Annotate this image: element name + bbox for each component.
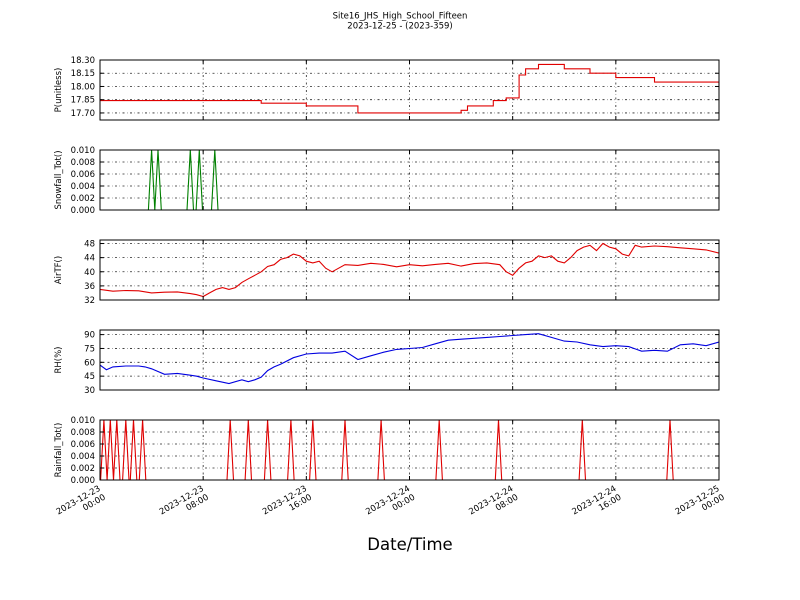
y-axis-label: Snowfall_Tot(): [54, 150, 64, 209]
y-tick-label: 40: [84, 268, 95, 278]
chart-panels: 18.30 18.15 18.00 17.85 17.70 P(unitless) 0.01…: [54, 56, 720, 486]
x-tick-label: 2023-12-2400:00: [364, 484, 417, 526]
y-tick-label: 0.004: [71, 452, 95, 462]
y-tick-label: 0.002: [71, 194, 95, 204]
y-axis-label: RH(%): [54, 346, 64, 373]
chart-panel: 48 44 40 36 32 AirTF(): [54, 239, 720, 306]
chart-panel: 18.30 18.15 18.00 17.85 17.70 P(unitless): [54, 56, 720, 121]
y-tick-label: 0.008: [71, 158, 95, 168]
y-tick-label: 18.00: [71, 82, 95, 92]
y-tick-label: 90: [84, 331, 95, 341]
y-tick-label: 45: [84, 372, 95, 382]
y-tick-label: 32: [84, 296, 95, 306]
x-tick-label: 2023-12-2316:00: [261, 484, 314, 526]
y-tick-label: 48: [84, 240, 95, 250]
y-tick-label: 18.30: [71, 56, 95, 66]
y-tick-label: 0.002: [71, 464, 95, 474]
y-tick-label: 0.004: [71, 182, 95, 192]
y-axis-label: P(unitless): [54, 68, 64, 113]
series-line: [100, 333, 719, 385]
chart-title-line2: 2023-12-25 - (2023-359): [347, 22, 452, 32]
y-tick-label: 44: [84, 254, 95, 264]
y-tick-label: 0.008: [71, 428, 95, 438]
x-tick-label: 2023-12-2500:00: [674, 484, 727, 526]
y-tick-label: 18.15: [71, 69, 95, 79]
y-tick-label: 0.010: [71, 416, 95, 426]
chart-panel: 90 75 60 45 30 RH(%): [54, 329, 720, 396]
chart-title-line1: Site16_JHS_High_School_Fifteen: [333, 12, 468, 22]
y-tick-label: 36: [84, 282, 95, 292]
y-axis-label: Rainfall_Tot(): [54, 423, 64, 478]
series-line: [100, 63, 719, 114]
x-tick-label: 2023-12-2300:00: [55, 484, 108, 526]
y-tick-label: 60: [84, 358, 95, 368]
chart-panel: 0.010 0.008 0.006 0.004 0.002 0.000 Snowfall_T…: [54, 146, 720, 216]
y-tick-label: 17.85: [71, 96, 95, 106]
y-tick-label: 0.000: [71, 206, 95, 216]
y-tick-label: 75: [84, 344, 95, 354]
series-line: [100, 150, 719, 210]
y-tick-label: 0.006: [71, 440, 95, 450]
y-tick-label: 30: [84, 386, 95, 396]
series-line: [100, 242, 719, 298]
chart-panel: 0.010 0.008 0.006 0.004 0.002 0.000 Rainfall_T…: [54, 416, 720, 486]
x-tick-label: 2023-12-2408:00: [467, 484, 520, 526]
series-line: [100, 420, 719, 480]
y-tick-label: 0.000: [71, 476, 95, 486]
x-axis-ticks: 2023-12-2300:00 2023-12-2308:00 2023-12-23…: [55, 484, 727, 526]
y-tick-label: 0.010: [71, 146, 95, 156]
x-tick-label: 2023-12-2308:00: [158, 484, 211, 526]
y-tick-label: 0.006: [71, 170, 95, 180]
x-axis-label: Date/Time: [367, 535, 452, 554]
y-tick-label: 17.70: [71, 109, 95, 119]
y-axis-label: AirTF(): [54, 256, 64, 284]
x-tick-label: 2023-12-2416:00: [571, 484, 624, 526]
